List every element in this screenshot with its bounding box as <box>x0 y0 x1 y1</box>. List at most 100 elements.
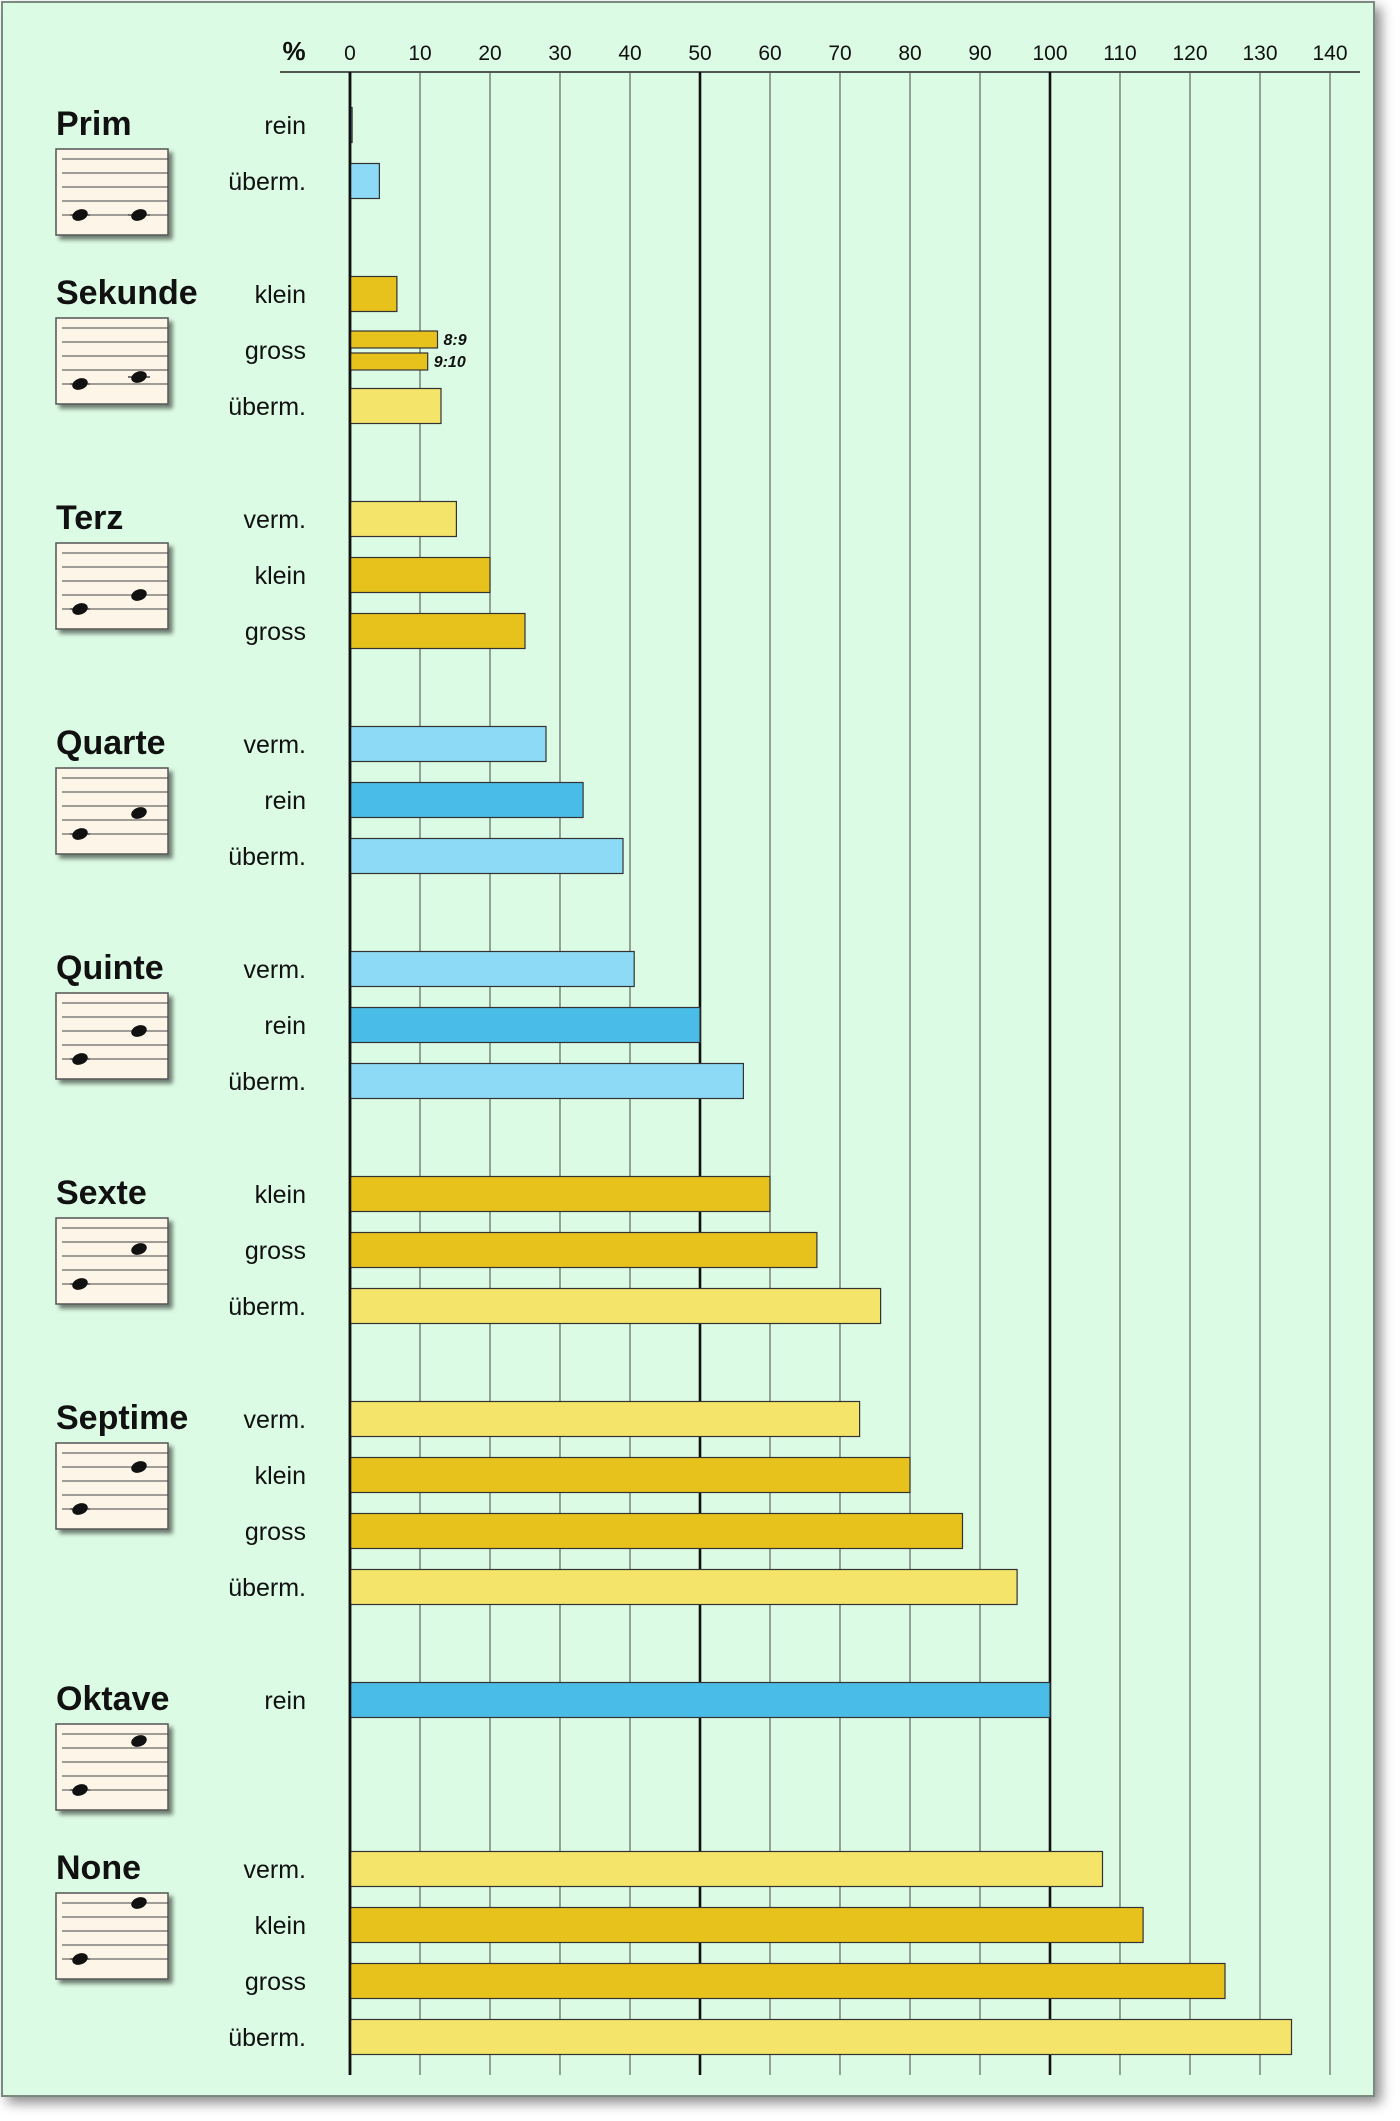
bar <box>349 1287 882 1325</box>
row-label: verm. <box>244 731 307 759</box>
row-label: klein <box>255 1181 306 1209</box>
staff-notation-icon <box>55 1892 169 1980</box>
staff-notation-icon <box>55 1442 169 1530</box>
tick-label: 110 <box>1103 42 1136 65</box>
bar <box>349 2018 1293 2056</box>
note-head <box>72 603 88 615</box>
interval-group: None verm. klein gross überm. <box>55 1849 307 2052</box>
bar <box>349 556 491 594</box>
tick-label: 70 <box>828 42 851 65</box>
bar <box>349 1568 1018 1606</box>
staff-notation-icon <box>55 317 169 405</box>
interval-name: Sekunde <box>56 274 198 312</box>
note-head <box>72 1053 88 1065</box>
bar <box>349 950 635 988</box>
bar <box>349 500 458 538</box>
interval-group: Septime verm. klein gross überm. <box>55 1399 306 1602</box>
bar <box>349 1400 861 1438</box>
interval-group: Quinte verm. rein überm. <box>55 949 307 1096</box>
bar <box>349 725 547 763</box>
row-label: überm. <box>228 1068 306 1096</box>
interval-group: Sexte klein gross überm. <box>55 1174 306 1321</box>
note-head <box>72 1503 88 1515</box>
row-label: überm. <box>228 1574 306 1602</box>
note-head <box>131 1735 147 1747</box>
interval-name: Sexte <box>56 1174 147 1212</box>
bar <box>349 781 584 819</box>
staff-notation-icon <box>55 148 169 236</box>
row-label: rein <box>264 1012 306 1040</box>
bar <box>349 1962 1226 2000</box>
row-label: gross <box>245 618 306 646</box>
interval-name: Septime <box>56 1399 188 1437</box>
tick-label: 100 <box>1032 42 1067 65</box>
tick-label: 30 <box>548 42 571 65</box>
staff-card <box>55 1442 169 1530</box>
tick-label: 0 <box>344 42 356 65</box>
note-head <box>72 378 88 390</box>
x-axis-ticks: 0 10 20 30 40 50 60 70 80 90 100 110 120 130 140 <box>344 42 1347 65</box>
row-label: gross <box>245 1237 306 1265</box>
interval-group: Terz verm. klein gross <box>55 499 306 646</box>
row-label: gross <box>245 1968 306 1996</box>
row-label: rein <box>264 112 306 140</box>
interval-name: Prim <box>56 105 132 143</box>
interval-name: Quarte <box>56 724 166 762</box>
bar <box>349 1681 1051 1719</box>
tick-label: 20 <box>478 42 501 65</box>
tick-label: 60 <box>758 42 781 65</box>
interval-name: Terz <box>56 499 123 537</box>
note-head <box>72 209 88 221</box>
note-head <box>72 1784 88 1796</box>
tick-label: 50 <box>688 42 711 65</box>
row-label: klein <box>255 281 306 309</box>
bars: 8:9 9:10 <box>349 106 1293 2056</box>
note-head <box>72 828 88 840</box>
staff-card <box>55 542 169 630</box>
row-label: rein <box>264 787 306 815</box>
interval-name: Quinte <box>56 949 164 987</box>
row-label: überm. <box>228 393 306 421</box>
bar <box>349 352 429 371</box>
interval-group: Sekunde klein gross überm. <box>55 274 306 421</box>
tick-label: 80 <box>898 42 921 65</box>
interval-name: Oktave <box>56 1680 169 1718</box>
bar <box>349 1512 964 1550</box>
bar <box>349 275 398 313</box>
staff-card <box>55 148 169 236</box>
note-head <box>72 1953 88 1965</box>
row-label: verm. <box>244 956 307 984</box>
bar <box>349 1906 1144 1944</box>
note-head <box>131 807 147 819</box>
staff-card <box>55 1892 169 1980</box>
bar <box>349 387 442 425</box>
tick-label: 120 <box>1172 42 1207 65</box>
bar <box>349 162 380 200</box>
tick-label: 130 <box>1242 42 1277 65</box>
tick-label: 40 <box>618 42 641 65</box>
chart-background <box>1 1 1375 2097</box>
bar <box>349 1062 744 1100</box>
staff-notation-icon <box>55 992 169 1080</box>
row-label: überm. <box>228 168 306 196</box>
row-label: überm. <box>228 2024 306 2052</box>
staff-card <box>55 992 169 1080</box>
note-head <box>72 1278 88 1290</box>
staff-notation-icon <box>55 1723 169 1811</box>
row-label: gross <box>245 1518 306 1546</box>
row-label: überm. <box>228 1293 306 1321</box>
interval-name: None <box>56 1849 141 1887</box>
bar <box>349 1850 1104 1888</box>
interval-group: Quarte verm. rein überm. <box>55 724 307 871</box>
tick-label: 140 <box>1312 42 1347 65</box>
bar <box>349 1231 818 1269</box>
row-label: klein <box>255 1462 306 1490</box>
tick-label: 10 <box>408 42 431 65</box>
bar <box>349 1456 911 1494</box>
row-label: verm. <box>244 1856 307 1884</box>
row-label: gross <box>245 337 306 365</box>
staff-card <box>55 1723 169 1811</box>
staff-card <box>55 317 169 405</box>
